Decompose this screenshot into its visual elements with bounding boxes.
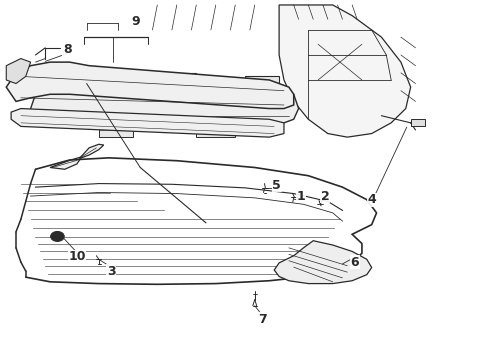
Text: 1: 1 — [296, 190, 305, 203]
Polygon shape — [6, 59, 30, 84]
Polygon shape — [11, 109, 284, 137]
Text: 10: 10 — [68, 250, 86, 263]
Text: 7: 7 — [258, 313, 267, 326]
Text: 5: 5 — [272, 179, 281, 192]
Text: 8: 8 — [63, 43, 72, 56]
Polygon shape — [74, 73, 109, 87]
Polygon shape — [279, 5, 411, 137]
Polygon shape — [411, 119, 425, 126]
Polygon shape — [79, 144, 104, 158]
Text: 2: 2 — [321, 190, 330, 203]
Polygon shape — [6, 62, 294, 109]
Polygon shape — [50, 157, 82, 169]
Polygon shape — [99, 123, 133, 137]
Text: 6: 6 — [350, 256, 359, 269]
Polygon shape — [30, 87, 298, 123]
Polygon shape — [157, 73, 196, 87]
Polygon shape — [245, 76, 279, 87]
Polygon shape — [274, 241, 372, 284]
Circle shape — [50, 231, 64, 242]
Text: 3: 3 — [107, 265, 115, 278]
Polygon shape — [196, 123, 235, 137]
Text: 9: 9 — [131, 14, 140, 27]
Text: 4: 4 — [368, 193, 376, 206]
